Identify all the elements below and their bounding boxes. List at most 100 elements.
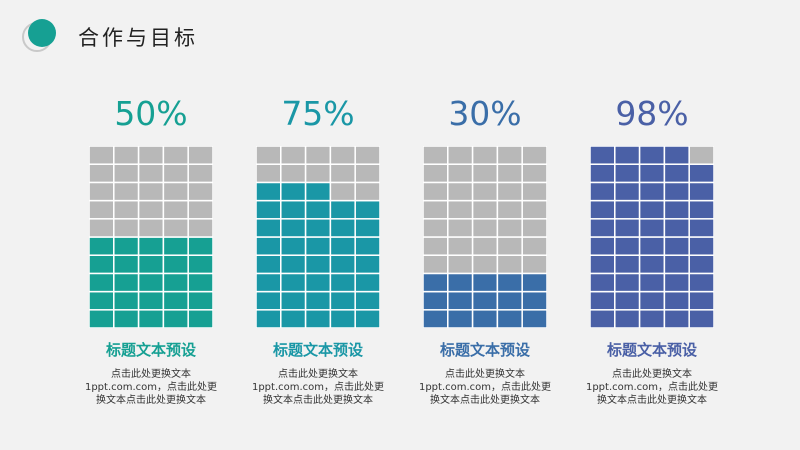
filled-cell (329, 272, 356, 293)
empty-cell (354, 163, 380, 184)
filled-cell (423, 272, 449, 293)
empty-cell (187, 218, 213, 238)
empty-cell (423, 218, 449, 238)
empty-cell (423, 236, 449, 256)
empty-cell (354, 146, 380, 165)
empty-cell (496, 218, 523, 238)
filled-cell (162, 290, 189, 311)
filled-cell (638, 181, 666, 202)
filled-cell (614, 199, 641, 220)
empty-cell (113, 146, 140, 165)
empty-cell (496, 199, 523, 220)
filled-cell (471, 272, 499, 293)
empty-cell (471, 181, 499, 202)
filled-cell (354, 254, 380, 275)
filled-cell (89, 254, 115, 275)
filled-cell (354, 236, 380, 256)
filled-cell (256, 272, 282, 293)
filled-cell (614, 181, 641, 202)
empty-cell (521, 146, 547, 165)
empty-cell (280, 163, 307, 184)
empty-cell (496, 181, 523, 202)
empty-cell (423, 163, 449, 184)
filled-cell (280, 199, 307, 220)
empty-cell (496, 146, 523, 165)
filled-cell (113, 236, 140, 256)
filled-cell (329, 218, 356, 238)
filled-cell (137, 290, 165, 311)
filled-cell (187, 254, 213, 275)
empty-cell (113, 218, 140, 238)
filled-cell (688, 181, 714, 202)
filled-cell (280, 218, 307, 238)
empty-cell (354, 181, 380, 202)
empty-cell (447, 163, 474, 184)
empty-cell (521, 254, 547, 275)
empty-cell (447, 218, 474, 238)
filled-cell (688, 218, 714, 238)
filled-cell (663, 146, 690, 165)
empty-cell (471, 199, 499, 220)
empty-cell (89, 218, 115, 238)
filled-cell (688, 163, 714, 184)
filled-cell (614, 236, 641, 256)
filled-cell (256, 254, 282, 275)
filled-cell (521, 272, 547, 293)
filled-cell (162, 309, 189, 328)
filled-cell (590, 254, 616, 275)
filled-cell (187, 272, 213, 293)
empty-cell (256, 146, 282, 165)
filled-cell (471, 290, 499, 311)
filled-cell (162, 272, 189, 293)
filled-cell (137, 236, 165, 256)
filled-cell (304, 199, 332, 220)
filled-cell (638, 199, 666, 220)
panel-description: 点击此处更换文本1ppt.com.com，点击此处更换文本点击此处更换文本 (418, 369, 552, 406)
filled-cell (638, 218, 666, 238)
filled-cell (496, 290, 523, 311)
filled-cell (304, 181, 332, 202)
filled-cell (187, 290, 213, 311)
filled-cell (663, 163, 690, 184)
filled-cell (638, 146, 666, 165)
filled-cell (663, 199, 690, 220)
empty-cell (329, 163, 356, 184)
empty-cell (471, 163, 499, 184)
goal-panel-3: 30% 标题文本预设 点击此处更换文本1ppt.com.com，点击此处更换文本… (419, 92, 551, 407)
empty-cell (89, 181, 115, 202)
empty-cell (304, 163, 332, 184)
filled-cell (663, 272, 690, 293)
empty-cell (329, 146, 356, 165)
filled-cell (447, 272, 474, 293)
filled-cell (590, 199, 616, 220)
waffle-svg (590, 146, 714, 328)
filled-cell (256, 218, 282, 238)
filled-cell (496, 272, 523, 293)
filled-cell (329, 309, 356, 328)
filled-cell (304, 272, 332, 293)
filled-cell (113, 309, 140, 328)
filled-cell (688, 254, 714, 275)
filled-cell (329, 290, 356, 311)
filled-cell (614, 218, 641, 238)
empty-cell (89, 163, 115, 184)
empty-cell (496, 163, 523, 184)
filled-cell (638, 290, 666, 311)
filled-cell (329, 236, 356, 256)
filled-cell (590, 218, 616, 238)
empty-cell (521, 181, 547, 202)
filled-cell (113, 272, 140, 293)
filled-cell (113, 254, 140, 275)
filled-cell (329, 254, 356, 275)
filled-cell (354, 290, 380, 311)
filled-cell (304, 309, 332, 328)
filled-cell (162, 254, 189, 275)
filled-cell (304, 236, 332, 256)
empty-cell (496, 254, 523, 275)
empty-cell (447, 199, 474, 220)
panel-description: 点击此处更换文本1ppt.com.com，点击此处更换文本点击此处更换文本 (585, 369, 719, 406)
filled-cell (89, 290, 115, 311)
empty-cell (304, 146, 332, 165)
filled-cell (688, 199, 714, 220)
panel-description: 点击此处更换文本1ppt.com.com，点击此处更换文本点击此处更换文本 (84, 369, 218, 406)
